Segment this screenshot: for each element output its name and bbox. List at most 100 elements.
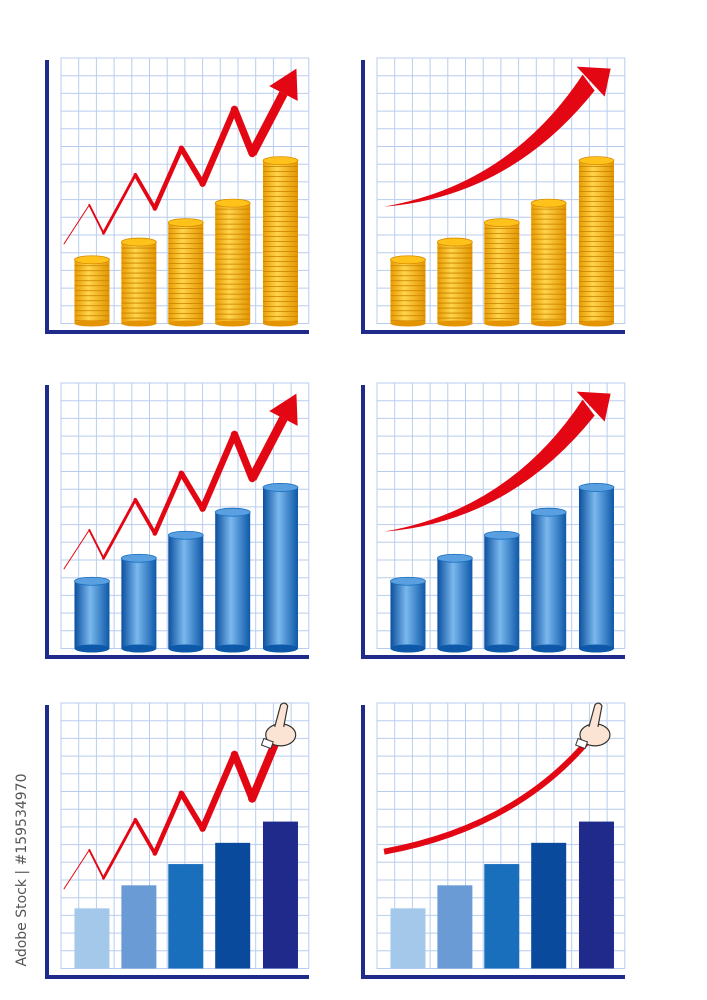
trend-line-segment xyxy=(178,470,206,512)
bar xyxy=(484,864,520,969)
trend-line-segment xyxy=(230,750,256,803)
arrow-head xyxy=(576,391,611,422)
coin-top xyxy=(530,198,567,208)
cylinder-top xyxy=(120,553,157,563)
cylinder-top xyxy=(483,530,520,540)
coin-stack-bar xyxy=(578,160,614,324)
trend-line-segment xyxy=(178,790,206,832)
cylinder-bottom xyxy=(390,644,426,653)
cylinder-bar xyxy=(262,487,298,649)
coin-stack-bar xyxy=(74,259,110,324)
coin-stack-bar xyxy=(390,259,426,324)
trend-line-segment xyxy=(152,145,184,211)
trend-line-segment xyxy=(88,528,105,560)
trend-line-segment xyxy=(88,203,105,235)
chart-cylinders-curve xyxy=(360,381,630,666)
cylinder-top xyxy=(436,553,473,563)
trend-line-segment xyxy=(199,431,238,512)
trend-line-segment xyxy=(88,848,105,880)
hand-finger xyxy=(274,702,289,728)
cylinder-bar xyxy=(168,535,204,649)
bar xyxy=(74,908,110,969)
cylinder-top xyxy=(390,576,426,586)
bar xyxy=(215,842,251,969)
cylinder-bottom xyxy=(484,644,520,653)
coin-bottom xyxy=(484,320,520,327)
cylinder-bottom xyxy=(262,644,298,653)
coin-bottom xyxy=(121,320,157,327)
chart-bars-zigzag xyxy=(44,701,314,986)
trend-line-segment xyxy=(178,145,206,187)
cylinder-bottom xyxy=(578,644,614,653)
cylinder-bottom xyxy=(74,644,110,653)
trend-line-segment xyxy=(248,416,288,481)
hand-cuff xyxy=(575,737,589,750)
cylinder-top xyxy=(214,507,251,517)
hand-finger xyxy=(588,702,603,728)
trend-line-segment xyxy=(230,430,256,483)
chart-coins-zigzag xyxy=(44,56,314,341)
cylinder-bar xyxy=(74,581,110,649)
trend-line-segment xyxy=(199,106,238,187)
coin-bottom xyxy=(215,320,251,327)
coin-bottom xyxy=(578,320,614,327)
coin-bottom xyxy=(74,320,110,327)
coin-stack-bar xyxy=(262,160,298,324)
trend-curve xyxy=(383,732,596,855)
bar xyxy=(390,908,426,969)
coin-top xyxy=(578,156,615,166)
cylinder-bar xyxy=(578,487,614,649)
chart-bars-curve xyxy=(360,701,630,986)
coin-top xyxy=(436,237,473,247)
bar xyxy=(168,864,204,969)
pointing-hand-icon xyxy=(575,702,611,750)
cylinder-bar xyxy=(390,581,426,649)
cylinder-bottom xyxy=(168,644,204,653)
trend-line-segment xyxy=(133,172,157,211)
arrow-head xyxy=(576,66,611,97)
coin-stack-bar xyxy=(531,203,567,324)
trend-line-segment xyxy=(248,730,283,803)
trend-line-segment xyxy=(248,91,288,156)
cylinder-top xyxy=(262,483,299,492)
cylinder-bottom xyxy=(437,644,473,653)
coin-top xyxy=(483,218,520,228)
bar xyxy=(578,821,614,969)
coin-bottom xyxy=(437,320,473,327)
trend-line-segment xyxy=(63,529,90,570)
coin-top xyxy=(167,218,204,228)
cylinder-bar xyxy=(531,512,567,649)
trend-line-segment xyxy=(102,498,137,560)
coin-top xyxy=(214,198,251,208)
cylinder-top xyxy=(74,576,110,586)
trend-line-segment xyxy=(102,173,137,235)
coin-top xyxy=(262,156,299,166)
bar xyxy=(262,821,298,969)
cylinder-top xyxy=(530,507,567,517)
pointing-hand-icon xyxy=(260,702,297,750)
trend-curve xyxy=(384,74,595,207)
coin-bottom xyxy=(390,320,426,327)
coin-stack-bar xyxy=(215,203,251,324)
trend-line-segment xyxy=(133,497,157,536)
cylinder-bar xyxy=(437,558,473,649)
coin-stack-bar xyxy=(168,222,204,324)
coin-top xyxy=(390,255,426,265)
cylinder-bar xyxy=(215,512,251,649)
chart-coins-curve xyxy=(360,56,630,341)
trend-line-segment xyxy=(199,751,238,832)
cylinder-bar xyxy=(484,535,520,649)
coin-top xyxy=(120,237,157,247)
trend-line-segment xyxy=(152,470,184,536)
cylinder-bar xyxy=(121,558,157,649)
cylinder-bottom xyxy=(215,644,251,653)
chart-cylinders-zigzag xyxy=(44,381,314,666)
coin-top xyxy=(74,255,110,265)
trend-line-segment xyxy=(230,105,256,158)
bar xyxy=(531,842,567,969)
cylinder-top xyxy=(167,530,204,540)
bar xyxy=(121,885,157,969)
cylinder-bottom xyxy=(531,644,567,653)
cylinder-bottom xyxy=(121,644,157,653)
watermark: Adobe Stock | #159534970 xyxy=(14,773,30,967)
